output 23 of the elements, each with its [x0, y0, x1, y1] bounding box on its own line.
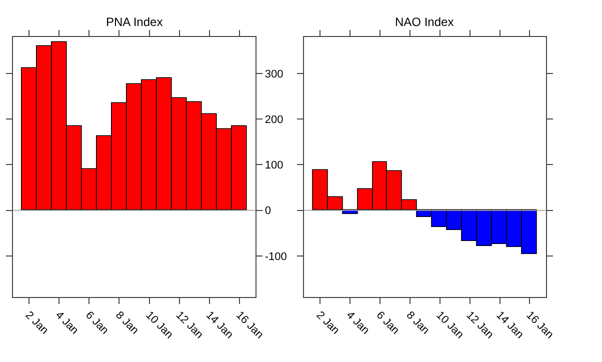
x-tick-label: 4 Jan [52, 309, 80, 337]
x-tick-label: 2 Jan [22, 309, 50, 337]
y-tick-label: 100 [264, 160, 284, 172]
y-tick-label: 200 [264, 114, 284, 126]
y-tick-label: 300 [264, 68, 284, 80]
x-tick-label: 2 Jan [314, 309, 342, 337]
x-tick-label: 10 Jan [143, 309, 176, 342]
x-tick-label: 14 Jan [494, 309, 526, 342]
chart-title: NAO Index [395, 15, 454, 29]
x-tick-label: 12 Jan [173, 309, 206, 342]
x-tick-label: 14 Jan [203, 309, 236, 342]
y-tick-label: 0 [264, 205, 272, 218]
y-tick-label: -100 [264, 250, 287, 263]
chart-title: PNA Index [106, 15, 163, 29]
x-tick-label: 16 Jan [524, 309, 556, 342]
x-tick-label: 6 Jan [374, 309, 402, 337]
x-tick-label: 10 Jan [434, 309, 466, 342]
x-tick-label: 16 Jan [234, 309, 266, 342]
x-tick-label: 8 Jan [404, 309, 432, 337]
x-tick-label: 4 Jan [344, 309, 372, 337]
x-tick-label: 8 Jan [113, 309, 141, 337]
x-tick-label: 12 Jan [464, 309, 496, 342]
x-tick-label: 6 Jan [83, 309, 111, 337]
